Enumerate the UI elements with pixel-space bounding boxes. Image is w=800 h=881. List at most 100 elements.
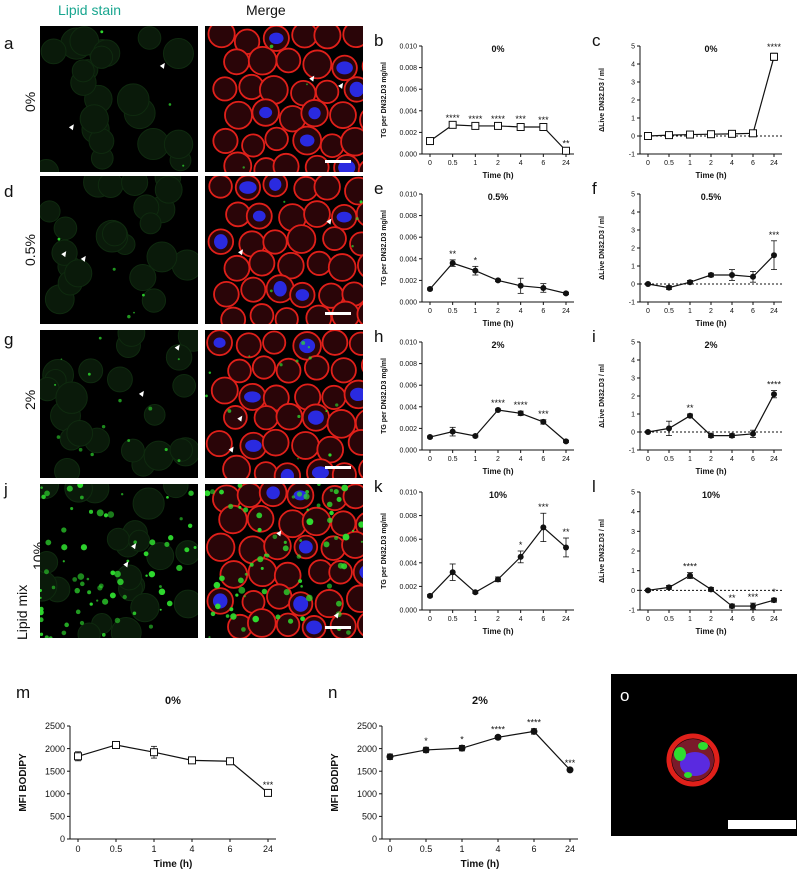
lipid-droplet bbox=[329, 510, 334, 516]
cell-membrane bbox=[275, 612, 301, 637]
data-point bbox=[449, 428, 456, 435]
arrowhead bbox=[61, 251, 67, 258]
significance-label: * bbox=[772, 587, 776, 597]
lipid-droplet bbox=[295, 359, 299, 363]
y-tick-label: 0.010 bbox=[399, 339, 417, 346]
cell-nucleus bbox=[239, 181, 257, 194]
y-tick-label: 2000 bbox=[45, 744, 65, 754]
y-tick-label: 1500 bbox=[357, 766, 377, 776]
data-point bbox=[729, 272, 735, 278]
cell-nucleus bbox=[306, 620, 322, 635]
cell-membrane bbox=[360, 358, 363, 373]
cell-membrane bbox=[359, 110, 363, 130]
data-point bbox=[449, 260, 456, 267]
lipid-droplet bbox=[44, 490, 50, 497]
lipid-droplet bbox=[110, 570, 116, 576]
lipid-droplet bbox=[120, 493, 124, 496]
cell-nucleus bbox=[336, 211, 352, 223]
scale-bar bbox=[325, 312, 351, 315]
x-axis-label: Time (h) bbox=[154, 859, 193, 870]
lipid-stain-header: Lipid stain bbox=[58, 2, 122, 18]
x-tick-label: 2 bbox=[709, 616, 713, 623]
faint-cell bbox=[69, 26, 100, 56]
lipid-droplet bbox=[114, 570, 121, 578]
data-point bbox=[729, 603, 735, 610]
lipid-droplet bbox=[238, 505, 242, 509]
cell-membrane bbox=[219, 560, 249, 589]
faint-cell bbox=[130, 592, 160, 623]
cell-membrane bbox=[253, 405, 279, 431]
chart-title: 2% bbox=[472, 695, 488, 707]
cell-nucleus bbox=[259, 107, 273, 118]
faint-cell bbox=[146, 241, 178, 273]
lipid-droplet bbox=[80, 544, 88, 551]
cell-membrane bbox=[349, 231, 363, 257]
data-point bbox=[729, 432, 735, 439]
y-tick-label: 0 bbox=[631, 133, 635, 140]
x-tick-label: 1 bbox=[473, 160, 477, 167]
lipid-droplet bbox=[698, 742, 708, 750]
faint-cell bbox=[137, 26, 162, 50]
data-point bbox=[728, 129, 736, 138]
lipid-droplet bbox=[132, 611, 137, 616]
data-point bbox=[770, 52, 778, 61]
lipid-droplet bbox=[188, 490, 194, 496]
lipid-droplet bbox=[327, 517, 333, 524]
y-tick-label: 2500 bbox=[45, 721, 65, 731]
lipid-droplet bbox=[40, 617, 44, 623]
lipid-droplet bbox=[56, 435, 61, 439]
x-tick-label: 1 bbox=[473, 308, 477, 315]
data-point bbox=[749, 129, 757, 138]
y-tick-label: 0.004 bbox=[399, 108, 417, 115]
cell-membrane bbox=[222, 454, 251, 478]
y-tick-label: 1000 bbox=[357, 789, 377, 799]
data-point bbox=[540, 284, 547, 291]
faint-cell bbox=[116, 83, 150, 117]
significance-label: ** bbox=[449, 249, 457, 259]
cell-membrane bbox=[274, 307, 299, 324]
lipid-droplet bbox=[168, 535, 174, 541]
cell-membrane bbox=[330, 357, 357, 384]
lipid-droplet bbox=[300, 616, 305, 622]
x-tick-label: 0 bbox=[646, 160, 650, 167]
lipid-droplet bbox=[193, 546, 197, 550]
data-point bbox=[563, 438, 569, 445]
panel-label-b: b bbox=[374, 31, 383, 50]
chart-e: e 0.5% 0.000 0.002 0.004 0.006 0.008 0.010 0 0.5 1… bbox=[374, 179, 574, 328]
data-point bbox=[494, 121, 502, 130]
x-tick-label: 2 bbox=[709, 160, 713, 167]
chart-title: 10% bbox=[489, 490, 507, 500]
cell-membrane bbox=[262, 330, 287, 355]
x-tick-label: 6 bbox=[227, 844, 232, 854]
lipid-droplet bbox=[87, 372, 91, 376]
lipid-droplet bbox=[242, 166, 245, 169]
faint-cell bbox=[71, 59, 95, 83]
x-axis-label: Time (h) bbox=[483, 171, 514, 180]
row-label-0pct: 0% bbox=[22, 91, 38, 112]
lipid-droplet bbox=[323, 541, 330, 548]
x-tick-label: 4 bbox=[189, 844, 194, 854]
y-tick-label: 5 bbox=[631, 489, 635, 496]
significance-label: *** bbox=[538, 115, 549, 125]
single-cell-image bbox=[611, 674, 797, 836]
cell-membrane bbox=[305, 304, 333, 324]
data-point bbox=[516, 123, 525, 131]
lipid-droplet bbox=[297, 457, 299, 460]
y-tick-label: 0.006 bbox=[399, 235, 417, 242]
arrowhead bbox=[80, 255, 86, 262]
y-tick-label: -1 bbox=[629, 151, 635, 158]
y-tick-label: 5 bbox=[631, 339, 635, 346]
panel-label-c: c bbox=[592, 31, 601, 50]
faint-cell bbox=[117, 330, 146, 347]
cell-nucleus bbox=[307, 410, 324, 425]
x-tick-label: 24 bbox=[770, 160, 778, 167]
cell-membrane bbox=[208, 176, 233, 199]
x-tick-label: 24 bbox=[562, 456, 570, 463]
data-point bbox=[495, 277, 501, 284]
lipid-droplet bbox=[305, 489, 310, 494]
lipid-droplet bbox=[205, 394, 208, 398]
lipid-droplet bbox=[127, 314, 131, 319]
lipid-droplet bbox=[279, 363, 283, 367]
